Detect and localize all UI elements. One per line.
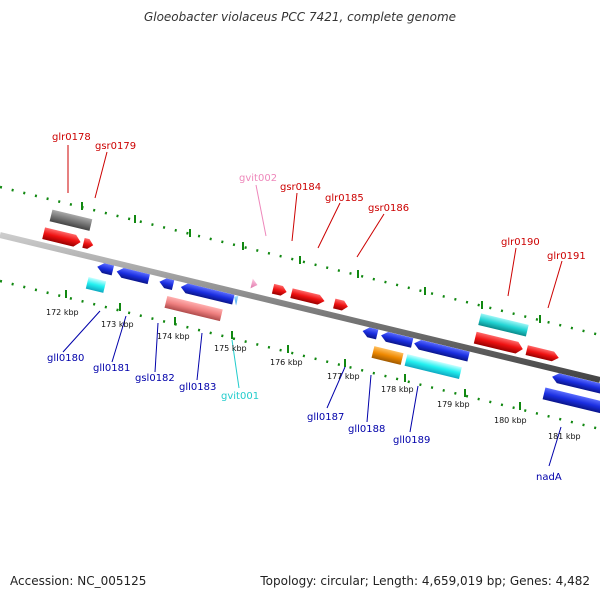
- gene-nadA[interactable]: [551, 372, 600, 396]
- gene-gll0188[interactable]: [380, 331, 414, 348]
- reverse-gene-labels: gll0180 gll0181 gsl0182 gll0183 gvit001 …: [47, 353, 562, 483]
- gene-gsr0179[interactable]: [82, 237, 94, 250]
- label-gll0180[interactable]: gll0180: [47, 353, 84, 364]
- scale-tick: 181 kbp: [548, 432, 581, 441]
- scale-tick: 174 kbp: [157, 332, 190, 341]
- scale-tick: 180 kbp: [494, 416, 527, 425]
- gene-gvit002[interactable]: [250, 278, 258, 290]
- gene-gll0180-rna[interactable]: [85, 277, 107, 293]
- gene-gll0187[interactable]: [361, 326, 379, 340]
- scale-tick: 177 kbp: [327, 372, 360, 381]
- gene-gll0183-rrna[interactable]: [164, 296, 223, 322]
- gene-glr0185[interactable]: [290, 288, 325, 306]
- gene-glr0190[interactable]: [473, 331, 524, 355]
- forward-gene-labels: glr0178 gsr0179 gvit002 gsr0184 glr0185 …: [52, 132, 586, 262]
- label-gll0183[interactable]: gll0183: [179, 382, 216, 393]
- gene-gll0189-rna[interactable]: [404, 354, 462, 379]
- scale-tick: 179 kbp: [437, 400, 470, 409]
- genome-backbone: [0, 232, 600, 383]
- gene-gll0180[interactable]: [96, 262, 114, 276]
- scale-tick: 172 kbp: [46, 308, 79, 317]
- label-gsr0179[interactable]: gsr0179: [95, 141, 136, 152]
- label-gvit001[interactable]: gvit001: [221, 391, 259, 402]
- label-gll0181[interactable]: gll0181: [93, 363, 130, 374]
- gene-gll0189[interactable]: [413, 339, 470, 362]
- gene-gsr0184[interactable]: [271, 283, 288, 297]
- accession-text: Accession: NC_005125: [10, 574, 147, 588]
- map-title: Gloeobacter violaceus PCC 7421, complete…: [143, 10, 457, 24]
- label-gll0188[interactable]: gll0188: [348, 424, 385, 435]
- gene-glr0178[interactable]: [49, 209, 93, 231]
- label-gvit002[interactable]: gvit002: [239, 173, 277, 184]
- gene-gll0181[interactable]: [116, 267, 150, 285]
- gene-gll0183[interactable]: [180, 282, 235, 305]
- gene-glr0178-feature[interactable]: [42, 227, 82, 248]
- genome-summary-text: Topology: circular; Length: 4,659,019 bp…: [260, 574, 590, 588]
- gene-nadA-feature[interactable]: [542, 387, 600, 415]
- gene-glr0191[interactable]: [525, 345, 560, 362]
- gene-gsl0182[interactable]: [158, 277, 175, 290]
- track-ticks: [65, 202, 541, 410]
- scale-tick: 178 kbp: [381, 385, 414, 394]
- label-leaders: [62, 145, 563, 467]
- label-glr0190[interactable]: glr0190: [501, 237, 540, 248]
- label-glr0191[interactable]: glr0191: [547, 251, 586, 262]
- label-nadA[interactable]: nadA: [536, 472, 562, 483]
- label-glr0185[interactable]: glr0185: [325, 193, 364, 204]
- label-glr0178[interactable]: glr0178: [52, 132, 91, 143]
- label-gsr0184[interactable]: gsr0184: [280, 182, 321, 193]
- gene-gsr0186[interactable]: [333, 298, 349, 312]
- scale-tick: 173 kbp: [101, 320, 134, 329]
- gene-glr0190-rna[interactable]: [478, 313, 529, 337]
- scale-tick: 175 kbp: [214, 344, 247, 353]
- scale-labels: 172 kbp 173 kbp 174 kbp 175 kbp 176 kbp …: [46, 308, 581, 441]
- scale-tick: 176 kbp: [270, 358, 303, 367]
- label-gll0189[interactable]: gll0189: [393, 435, 430, 446]
- gene-gvit001[interactable]: [232, 295, 239, 306]
- label-gll0187[interactable]: gll0187: [307, 412, 344, 423]
- label-gsl0182[interactable]: gsl0182: [135, 373, 175, 384]
- label-gsr0186[interactable]: gsr0186: [368, 203, 409, 214]
- gene-gll0188-feature[interactable]: [371, 346, 404, 365]
- inner-track: [0, 279, 600, 431]
